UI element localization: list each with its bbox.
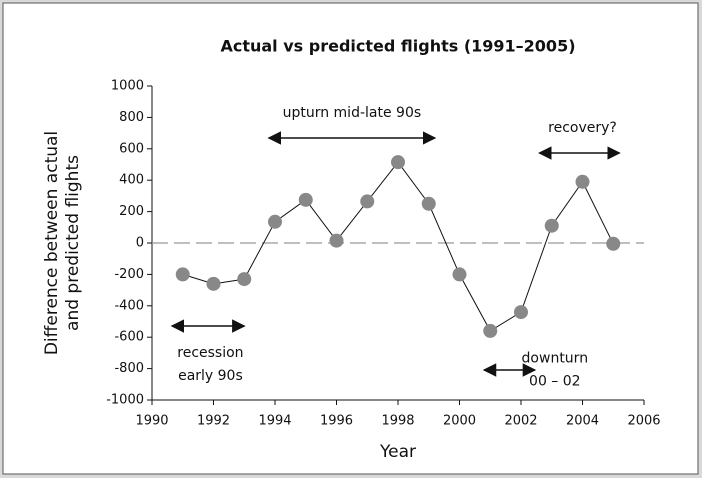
annotation: early 90s bbox=[178, 368, 243, 384]
y-tick-label: -800 bbox=[114, 361, 144, 376]
y-tick-label: 1000 bbox=[111, 79, 144, 94]
point bbox=[329, 233, 344, 248]
x-tick-label: 1990 bbox=[135, 414, 168, 429]
chart-title: Actual vs predicted flights (1991–2005) bbox=[220, 37, 575, 56]
point bbox=[421, 196, 436, 211]
x-tick-label: 1992 bbox=[197, 414, 230, 429]
y-tick-label: -200 bbox=[114, 267, 144, 282]
x-tick-label: 1994 bbox=[258, 414, 291, 429]
x-tick-label: 1996 bbox=[320, 414, 353, 429]
annotation: upturn mid-late 90s bbox=[283, 105, 422, 121]
y-tick-label: 200 bbox=[119, 204, 144, 219]
point bbox=[298, 192, 313, 207]
y-tick-label: -600 bbox=[114, 330, 144, 345]
point bbox=[206, 276, 221, 291]
x-tick-label: 1998 bbox=[381, 414, 414, 429]
point bbox=[452, 267, 467, 282]
point bbox=[606, 236, 621, 251]
y-tick-label: -1000 bbox=[106, 393, 144, 408]
y-axis-label: Difference between actual bbox=[42, 131, 62, 355]
y-tick-label: -400 bbox=[114, 298, 144, 313]
point bbox=[544, 218, 559, 233]
annotation: recovery? bbox=[548, 120, 617, 136]
annotation: recession bbox=[177, 345, 243, 361]
annotation: 00 – 02 bbox=[529, 373, 581, 389]
x-tick-label: 2004 bbox=[566, 414, 599, 429]
point bbox=[483, 323, 498, 338]
y-tick-label: 0 bbox=[136, 236, 144, 251]
point bbox=[391, 155, 405, 170]
y-tick-label: 400 bbox=[119, 173, 144, 188]
x-tick-label: 2002 bbox=[504, 414, 537, 429]
y-tick-label: 800 bbox=[119, 110, 144, 125]
y-axis-label: and predicted flights bbox=[63, 155, 83, 331]
point bbox=[360, 194, 375, 209]
x-tick-label: 2000 bbox=[443, 414, 476, 429]
x-tick-label: 2006 bbox=[627, 414, 660, 429]
y-tick-label: 600 bbox=[119, 141, 144, 156]
annotation: downturn bbox=[522, 350, 589, 366]
point bbox=[237, 272, 252, 287]
point bbox=[575, 174, 590, 189]
point bbox=[268, 214, 282, 229]
point bbox=[514, 305, 528, 320]
x-axis-label: Year bbox=[379, 442, 416, 462]
point bbox=[175, 267, 190, 282]
